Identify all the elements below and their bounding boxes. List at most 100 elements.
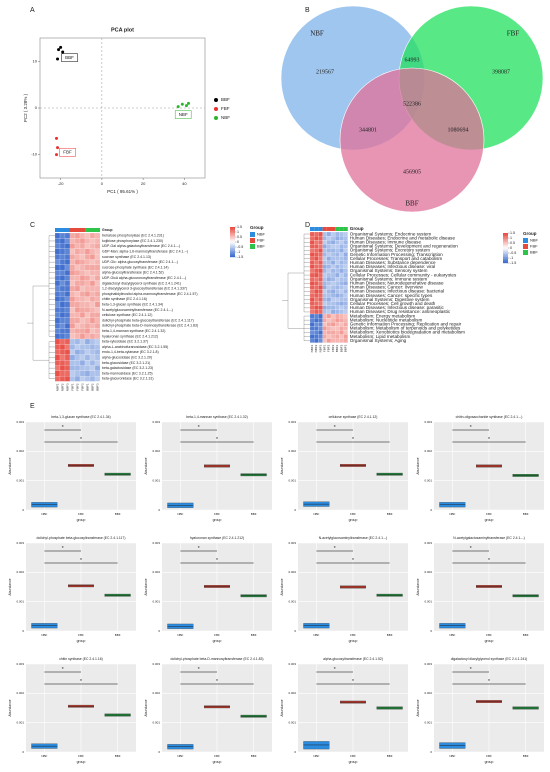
y-tick-label: 0.002 [288,570,296,574]
heatmap-cell [94,285,101,292]
heatmap-cell [94,349,101,355]
y-tick-label: 0.001 [424,478,432,482]
point [59,45,63,49]
heatmap-cell [64,248,71,255]
heatmap-cell [330,277,336,282]
heatmap-cell [59,275,66,281]
colorbar-segment [503,257,508,259]
column-label: BBF2 [90,383,94,391]
significance-label: * [488,558,490,564]
y-axis-label: Abundance [8,457,12,474]
colorbar-segment [503,237,508,240]
row-label: dolichyl-phosphate beta-glucosyltransfer… [102,318,194,322]
row-label: phosphatidylinositol alpha-mannosyltrans… [102,292,198,296]
colorbar-segment [503,254,508,256]
x-tick-label: FBF [486,512,492,516]
heatmap-cell [74,243,81,249]
heatmap-cell [69,376,76,382]
heatmap-cell [54,344,61,350]
heatmap-cell [59,238,66,244]
heatmap-cell [318,281,323,286]
row-label: N-acetylglucosaminyltransferase (EC 2.4.… [102,308,173,312]
x-tick-label: NBF [313,633,319,637]
group-bar-cell [85,228,90,232]
heatmap-cell [79,254,86,260]
y-tick-label: 0.003 [16,662,24,666]
heatmap-cell [89,370,96,377]
heatmap-cell [79,344,86,350]
heatmap-cell [330,334,336,339]
heatmap-cell [326,281,332,286]
legend-swatch [523,250,528,255]
heatmap-cell [69,243,76,249]
heatmap-cell [79,280,86,287]
cluster-label-box [59,148,76,157]
heatmap-cell [309,305,315,310]
heatmap-cell [314,277,319,282]
heatmap-cell [322,268,327,274]
heatmap-cell [330,301,336,306]
heatmap-cell [89,275,96,281]
heatmap-cell [69,317,76,324]
heatmap-cell [339,252,344,257]
legend-title: Group [250,225,264,230]
panel-label: B [305,7,310,14]
heatmap-cell [59,338,66,345]
x-tick-label: BBF [523,633,529,637]
heatmap-cell [84,349,91,355]
heatmap-cell [79,243,86,249]
column-label: FBF2 [327,344,331,352]
group-bar-cell [339,227,344,231]
heatmap-cell [94,307,101,313]
y-axis-label: Abundance [8,578,12,595]
venn-count: 522386 [403,101,421,107]
heatmap-cell [322,260,327,265]
heatmap-cell [335,256,340,261]
heatmap-cell [318,305,323,310]
heatmap-cell [89,312,96,318]
cluster-label-box [61,53,78,62]
heatmap-cell [79,232,86,239]
group-bar-cell [55,228,60,232]
heatmap-cell [84,338,91,345]
x-tick-label: NBF [449,512,455,516]
heatmap-cell [339,297,344,302]
colorbar-segment [503,239,508,241]
row-label: Organismal Systems; Development and rege… [350,244,458,249]
x-tick-label: NBF [313,754,319,758]
heatmap-cell [69,296,76,302]
x-axis-label: group [349,639,358,643]
row-label: Human Diseases; Endocrine and metabolic … [350,235,456,240]
heatmap-cell [74,376,81,382]
heatmap-cell [84,275,91,281]
x-tick-label: BBF [387,633,393,637]
heatmap-cell [314,309,319,315]
heatmap-cell [54,360,61,366]
heatmap-cell [59,307,66,313]
heatmap-cell [54,248,61,255]
heatmap-cell [74,264,81,271]
heatmap-cell [79,323,86,329]
legend-marker [214,107,218,111]
heatmap-cell [79,291,86,297]
x-axis-label: group [485,639,494,643]
x-tick-label: 20 [141,181,146,186]
significance-label: * [198,667,200,673]
row-label: beta-mannosidase (EC 3.2.1.25) [102,371,153,375]
heatmap-cell [326,293,332,298]
heatmap-cell [309,326,315,331]
x-tick-label: NBF [177,754,183,758]
heatmap-cell [64,354,71,361]
point [55,153,58,157]
heatmap-cell [339,244,344,249]
panel-label: E [30,403,35,410]
y-axis-label: Abundance [280,699,284,716]
venn-set [339,67,485,213]
y-tick-label: 0 [158,508,160,512]
column-label: FBF3 [80,383,84,391]
heatmap-cell [318,264,323,269]
venn-count: 219567 [316,69,334,75]
heatmap-cell [339,277,344,282]
heatmap-cell [330,260,336,265]
heatmap-cell [54,328,61,334]
